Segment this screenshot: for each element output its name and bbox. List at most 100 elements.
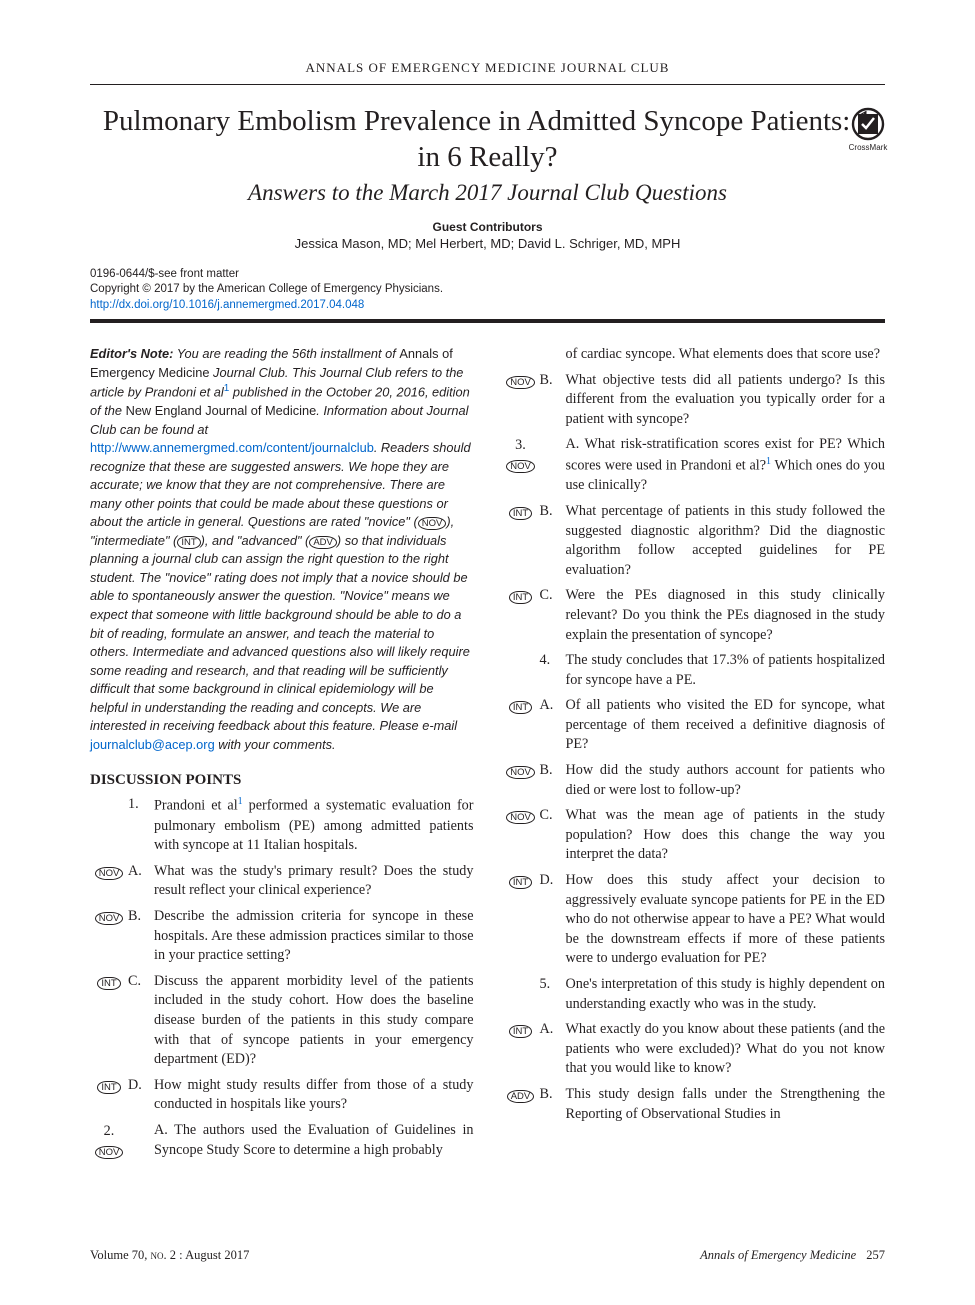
editors-note: Editor's Note: You are reading the 56th … [90,345,474,754]
question-tag: INT [502,502,540,523]
question-item: 4.The study concludes that 17.3% of pati… [502,651,886,690]
question-item: INTC.Were the PEs diagnosed in this stud… [502,586,886,645]
question-marker: B. [540,502,566,522]
question-tag: NOV [502,806,540,827]
rule-top [90,84,885,85]
question-item: of cardiac syncope. What elements does t… [502,345,886,365]
question-text: How did the study authors account for pa… [566,761,886,800]
question-marker: B. [540,1085,566,1105]
question-text: A. What risk-stratification scores exist… [566,435,886,496]
question-item: NOVC.What was the mean age of patients i… [502,806,886,865]
question-tag: NOV [90,907,128,928]
question-text: One's interpretation of this study is hi… [566,975,886,1014]
question-tag: INT [90,1076,128,1097]
question-item: INTC.Discuss the apparent morbidity leve… [90,972,474,1070]
question-item: INTD.How might study results differ from… [90,1076,474,1115]
question-item: 2.NOV A. The authors used the Evaluation … [90,1121,474,1161]
question-tag: INT [502,586,540,607]
editors-note-lead: Editor's Note: [90,346,173,361]
nov-tag-icon: NOV [418,517,447,530]
column-left: Editor's Note: You are reading the 56th … [90,345,474,1167]
question-text: Were the PEs diagnosed in this study cli… [566,586,886,645]
section-heading: DISCUSSION POINTS [90,772,474,789]
question-marker: 4. [540,651,566,671]
question-marker: D. [128,1076,154,1096]
question-text: What exactly do you know about these pat… [566,1020,886,1079]
question-tag: 2.NOV [90,1121,128,1161]
question-tag: INT [502,696,540,717]
question-marker: C. [128,972,154,992]
citation-ref[interactable]: 1 [238,796,243,807]
question-text: What was the study's primary result? Doe… [154,862,474,901]
meta-line-1: 0196-0644/$-see front matter [90,267,885,283]
question-item: NOVB.Describe the admission criteria for… [90,907,474,966]
footer-right: Annals of Emergency Medicine257 [700,1248,885,1263]
questions-left: 1.Prandoni et al1 performed a systematic… [90,795,474,1161]
question-tag: NOV [90,862,128,883]
question-text: of cardiac syncope. What elements does t… [566,345,886,365]
question-marker: 5. [540,975,566,995]
question-item: 5.One's interpretation of this study is … [502,975,886,1014]
title-block: CrossMark Pulmonary Embolism Prevalence … [90,103,885,251]
question-tag [502,345,540,346]
questions-right: of cardiac syncope. What elements does t… [502,345,886,1124]
question-marker: A. [540,696,566,716]
question-marker: D. [540,871,566,891]
question-item: 1.Prandoni et al1 performed a systematic… [90,795,474,856]
question-tag: 3.NOV [502,435,540,475]
question-tag: INT [90,972,128,993]
question-marker: C. [540,586,566,606]
contributors-names: Jessica Mason, MD; Mel Herbert, MD; Davi… [90,236,885,251]
question-item: INTB.What percentage of patients in this… [502,502,886,580]
footer-left: Volume 70, no. 2 : August 2017 [90,1248,249,1263]
int-tag-icon: INT [177,536,200,549]
question-text: A. The authors used the Evaluation of Gu… [154,1121,474,1160]
page-number: 257 [866,1248,885,1262]
question-tag [90,795,128,796]
crossmark-label: CrossMark [849,143,888,152]
journalclub-link[interactable]: http://www.annemergmed.com/content/journ… [90,440,374,455]
doi-link[interactable]: http://dx.doi.org/10.1016/j.annemergmed.… [90,299,364,311]
question-text: This study design falls under the Streng… [566,1085,886,1124]
question-marker: B. [540,761,566,781]
page-footer: Volume 70, no. 2 : August 2017 Annals of… [90,1248,885,1263]
question-marker: B. [128,907,154,927]
question-text: What percentage of patients in this stud… [566,502,886,580]
contributors-label: Guest Contributors [90,220,885,234]
question-tag: NOV [502,761,540,782]
question-text: How does this study affect your decision… [566,871,886,969]
question-text: How might study results differ from thos… [154,1076,474,1115]
question-marker: A. [128,862,154,882]
two-column-body: Editor's Note: You are reading the 56th … [90,345,885,1167]
question-tag: INT [502,871,540,892]
question-item: INTD.How does this study affect your dec… [502,871,886,969]
adv-tag-icon: ADV [309,536,337,549]
question-marker: 1. [128,795,154,815]
question-text: Prandoni et al1 performed a systematic e… [154,795,474,856]
question-marker: B. [540,371,566,391]
question-item: NOVB.What objective tests did all patien… [502,371,886,430]
feedback-email-link[interactable]: journalclub@acep.org [90,737,215,752]
article-subtitle: Answers to the March 2017 Journal Club Q… [90,180,885,206]
question-text: The study concludes that 17.3% of patien… [566,651,886,690]
question-tag: INT [502,1020,540,1041]
question-marker: C. [540,806,566,826]
rule-heavy [90,319,885,323]
meta-copyright: Copyright © 2017 by the American College… [90,282,885,298]
question-text: Discuss the apparent morbidity level of … [154,972,474,1070]
meta-block: 0196-0644/$-see front matter Copyright ©… [90,267,885,314]
question-item: NOVA.What was the study's primary result… [90,862,474,901]
column-right: of cardiac syncope. What elements does t… [502,345,886,1167]
crossmark-badge[interactable]: CrossMark [845,107,891,152]
citation-ref[interactable]: 1 [766,456,771,467]
crossmark-icon [851,107,885,141]
article-title: Pulmonary Embolism Prevalence in Admitte… [90,103,885,176]
question-text: Describe the admission criteria for sync… [154,907,474,966]
running-head: ANNALS OF EMERGENCY MEDICINE JOURNAL CLU… [90,60,885,76]
question-item: NOVB.How did the study authors account f… [502,761,886,800]
question-text: What objective tests did all patients un… [566,371,886,430]
question-marker: A. [540,1020,566,1040]
question-text: What was the mean age of patients in the… [566,806,886,865]
question-tag [502,651,540,652]
question-tag: ADV [502,1085,540,1106]
